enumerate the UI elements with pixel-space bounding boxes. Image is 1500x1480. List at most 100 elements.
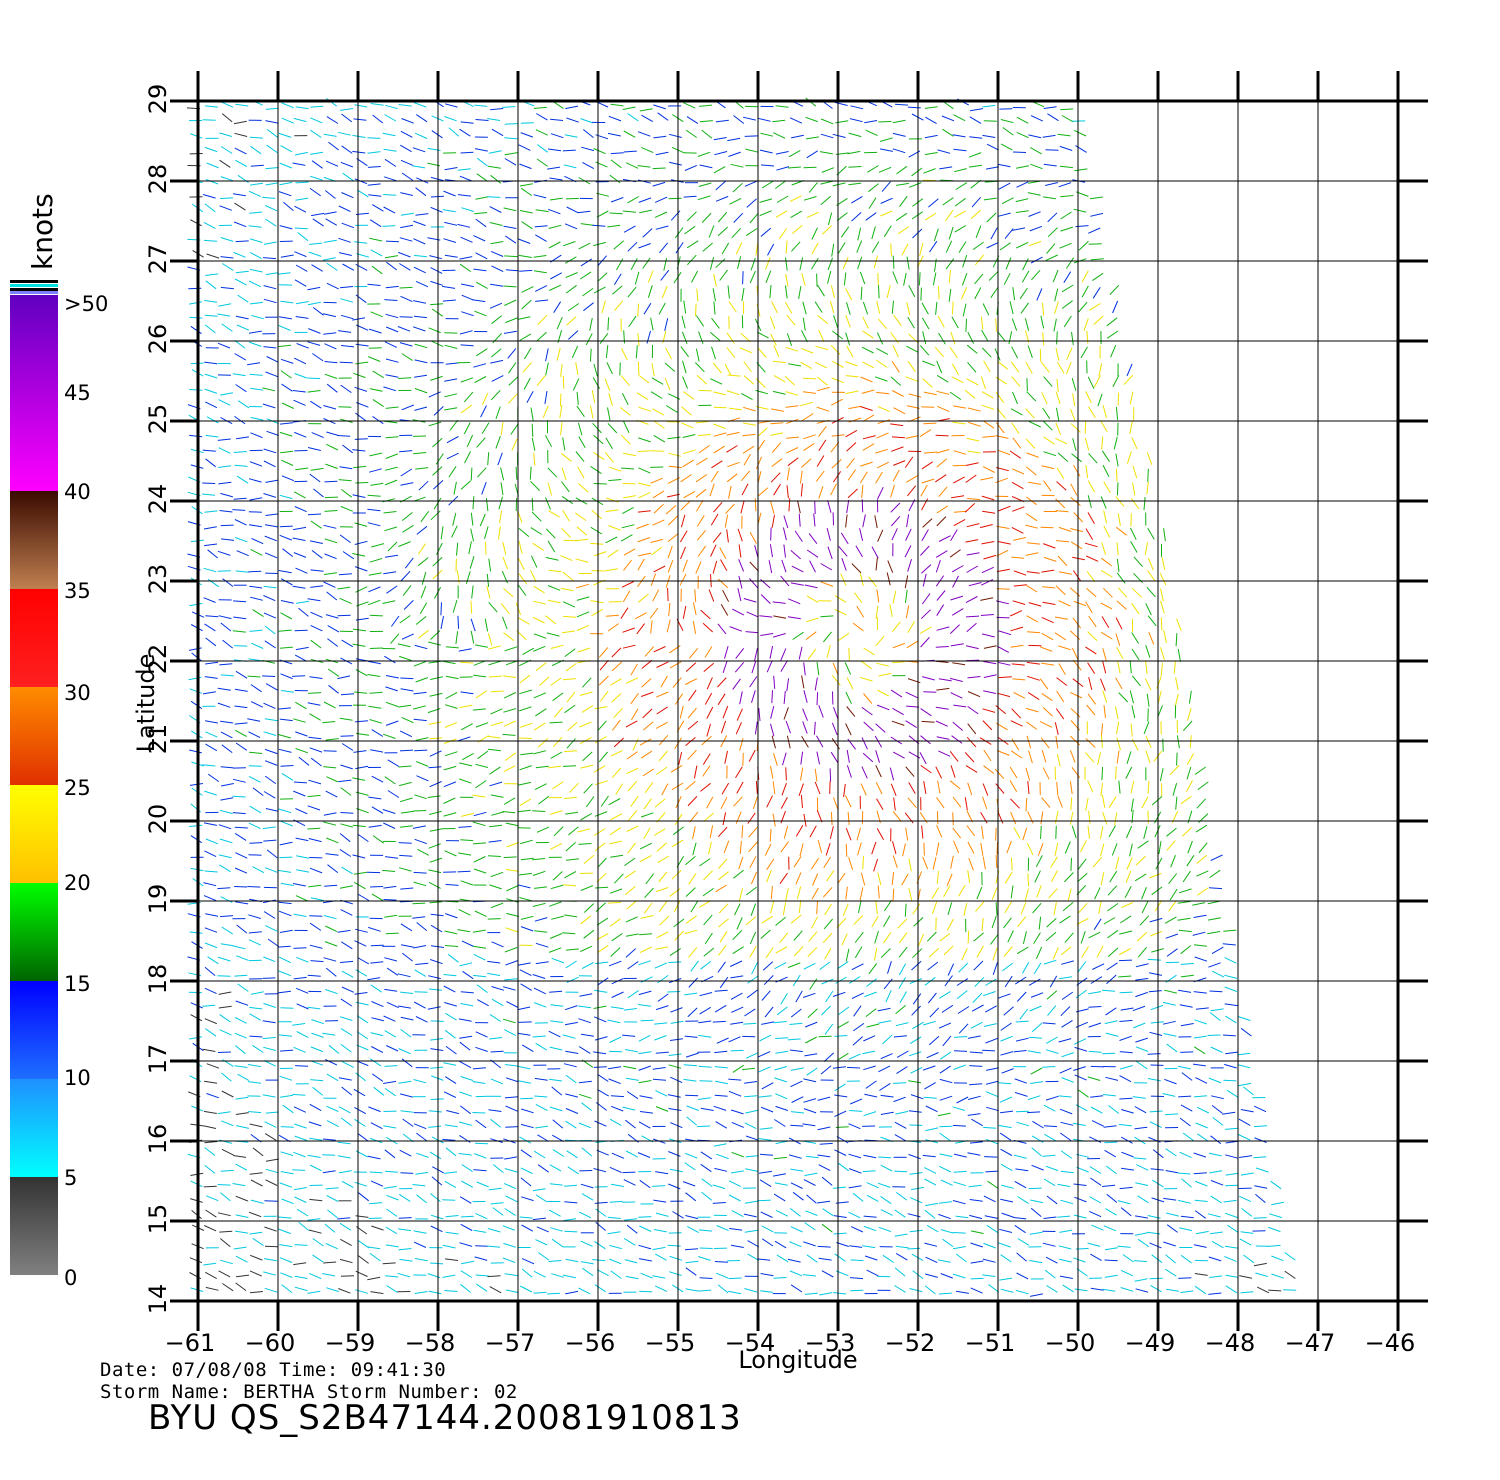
wind-barb — [353, 628, 367, 632]
wind-barb — [221, 926, 233, 935]
wind-barb — [785, 257, 788, 271]
wind-barb — [674, 227, 684, 239]
wind-barb — [401, 716, 414, 724]
wind-barb — [324, 538, 338, 544]
wind-barb — [503, 207, 517, 212]
wind-barb — [859, 676, 873, 682]
wind-barb — [886, 285, 891, 299]
wind-barb — [854, 592, 863, 604]
wind-barb — [850, 105, 864, 110]
wind-barb — [966, 825, 976, 837]
wind-barb — [823, 631, 832, 643]
wind-barb — [951, 565, 964, 573]
wind-barb — [357, 189, 369, 198]
wind-barb — [713, 1143, 727, 1147]
wind-barb — [653, 828, 666, 836]
wind-barb — [821, 1005, 831, 1016]
wind-barb — [887, 560, 894, 573]
wind-barb — [326, 1105, 339, 1112]
wind-barb — [832, 1186, 846, 1189]
wind-barb — [620, 434, 631, 445]
wind-barb — [609, 1118, 622, 1127]
wind-barb — [940, 1051, 952, 1060]
wind-barb — [623, 559, 632, 571]
wind-barb — [1070, 797, 1073, 811]
wind-barb — [751, 660, 757, 674]
wind-barb — [326, 443, 339, 451]
wind-barb — [627, 196, 640, 204]
wind-barb — [624, 1218, 638, 1221]
wind-barb — [773, 752, 778, 766]
wind-barb — [945, 240, 953, 253]
wind-barb — [415, 213, 429, 216]
wind-barb — [505, 868, 519, 872]
wind-barb — [383, 1015, 396, 1022]
wind-barb — [921, 478, 935, 484]
wind-barb — [295, 106, 309, 110]
wind-barb — [263, 791, 276, 799]
wind-barb — [413, 945, 427, 949]
wind-barb — [737, 528, 743, 542]
wind-barb — [714, 151, 728, 156]
wind-barb — [792, 1191, 804, 1201]
wind-barb — [731, 1210, 744, 1218]
wind-barb — [251, 642, 264, 649]
wind-barb — [605, 345, 609, 359]
wind-barb — [597, 1089, 609, 1097]
wind-barb — [475, 780, 487, 789]
wind-barb — [428, 766, 442, 769]
wind-barb — [250, 596, 263, 601]
wind-barb — [728, 1180, 742, 1188]
wind-barb — [851, 212, 862, 222]
wind-barb — [476, 437, 486, 448]
wind-barb — [504, 1029, 517, 1037]
wind-barb — [563, 1184, 577, 1187]
wind-barb — [593, 451, 605, 461]
wind-barb — [1180, 974, 1194, 978]
wind-barb — [641, 678, 652, 688]
wind-barb — [581, 962, 594, 970]
wind-barb — [519, 1136, 532, 1144]
wind-barb — [1030, 163, 1043, 170]
wind-barb — [531, 423, 534, 437]
wind-barb — [627, 241, 638, 252]
wind-barb — [786, 678, 790, 692]
wind-barb — [845, 843, 848, 857]
wind-barb — [481, 422, 490, 434]
wind-barb — [533, 585, 545, 594]
wind-barb — [248, 658, 262, 662]
wind-barb — [340, 108, 353, 111]
wind-barb — [770, 705, 775, 719]
wind-barb — [832, 471, 842, 483]
wind-barb — [475, 196, 489, 200]
wind-barb — [953, 1181, 966, 1187]
wind-barb — [1019, 287, 1028, 300]
wind-barb — [1046, 1195, 1058, 1205]
wind-barb — [798, 783, 804, 796]
wind-barb — [1163, 1197, 1177, 1201]
wind-barb — [1162, 1093, 1176, 1097]
wind-barb — [744, 1008, 756, 1017]
wind-barb — [294, 251, 307, 258]
wind-barb — [401, 353, 413, 362]
wind-barb — [950, 595, 964, 601]
wind-barb — [998, 1082, 1012, 1085]
wind-barb — [952, 662, 966, 666]
wind-barb — [715, 1080, 728, 1085]
wind-barb — [444, 930, 458, 935]
wind-barb — [919, 626, 932, 634]
wind-barb — [821, 1176, 833, 1186]
wind-barb — [1158, 841, 1162, 855]
wind-barb — [1088, 931, 1101, 939]
wind-barb — [564, 1021, 578, 1026]
wind-barb — [488, 645, 501, 650]
wind-barb — [417, 543, 427, 555]
wind-barb — [265, 808, 279, 812]
wind-barb — [708, 841, 712, 855]
wind-barb — [1102, 405, 1107, 419]
wind-barb — [1195, 1180, 1208, 1187]
wind-barb — [413, 1123, 427, 1130]
wind-barb — [991, 915, 997, 929]
wind-barb — [1147, 958, 1161, 961]
wind-barb — [1005, 257, 1012, 270]
